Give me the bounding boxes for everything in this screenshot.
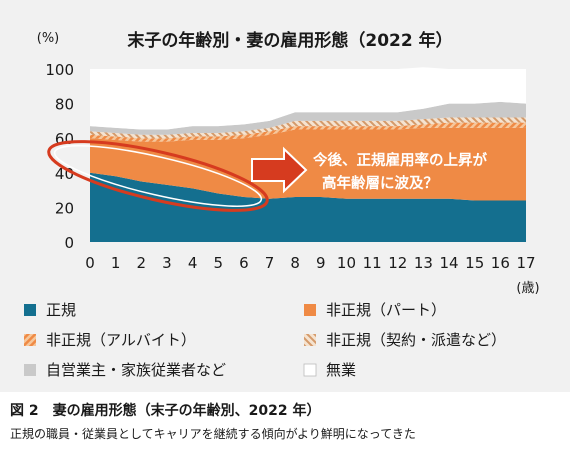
x-tick-label: 13 — [414, 254, 433, 272]
chart-panel: 末子の年齢別・妻の雇用形態（2022 年） (%) 0 20 40 60 80 100 0… — [0, 0, 570, 392]
figure-caption-text: 正規の職員・従業員としてキャリアを継続する傾向がより鮮明になってきた — [10, 425, 416, 442]
x-tick-label: 7 — [265, 254, 275, 272]
legend-swatch — [304, 364, 316, 376]
legend-swatch — [304, 334, 316, 346]
x-tick-label: 0 — [85, 254, 95, 272]
figure-caption-title: 図 2 妻の雇用形態（末子の年齢別、2022 年） — [10, 400, 320, 420]
chart-title: 末子の年齢別・妻の雇用形態（2022 年） — [127, 30, 452, 51]
x-axis-unit: (歳) — [516, 281, 539, 296]
x-tick-label: 3 — [162, 254, 172, 272]
legend-swatch — [304, 304, 316, 316]
legend-label: 非正規（契約・派遣など） — [326, 331, 506, 349]
legend-swatch — [24, 364, 36, 376]
legend-label: 自営業主・家族従業者など — [46, 361, 226, 379]
x-tick-label: 16 — [491, 254, 510, 272]
x-tick-label: 17 — [516, 254, 535, 272]
x-tick-label: 5 — [213, 254, 223, 272]
y-tick-label: 100 — [45, 61, 74, 79]
x-tick-label: 10 — [337, 254, 356, 272]
x-tick-label: 6 — [239, 254, 249, 272]
x-tick-label: 12 — [388, 254, 407, 272]
x-tick-label: 1 — [111, 254, 121, 272]
legend: 正規 非正規（パート） 非正規（アルバイト） 非正規（契約・派遣など） 自営業主・家族従… — [24, 301, 506, 379]
annotation-line-2: 高年齢層に波及？ — [322, 174, 438, 192]
annotation-line-1: 今後、正規雇用率の上昇が — [312, 151, 487, 169]
legend-label: 無業 — [326, 361, 356, 379]
y-axis-unit: (%) — [37, 31, 60, 46]
legend-swatch — [24, 334, 36, 346]
legend-swatch — [24, 304, 36, 316]
x-tick-label: 9 — [316, 254, 326, 272]
y-tick-label: 80 — [55, 96, 74, 114]
legend-label: 非正規（アルバイト） — [46, 331, 196, 349]
x-tick-label: 11 — [363, 254, 382, 272]
y-tick-label: 0 — [64, 234, 74, 252]
x-tick-label: 2 — [137, 254, 147, 272]
x-tick-label: 15 — [465, 254, 484, 272]
legend-label: 非正規（パート） — [326, 301, 446, 319]
legend-label: 正規 — [46, 301, 76, 319]
x-tick-label: 14 — [440, 254, 459, 272]
x-tick-label: 8 — [290, 254, 300, 272]
x-tick-label: 4 — [188, 254, 198, 272]
y-tick-label: 20 — [55, 199, 74, 217]
